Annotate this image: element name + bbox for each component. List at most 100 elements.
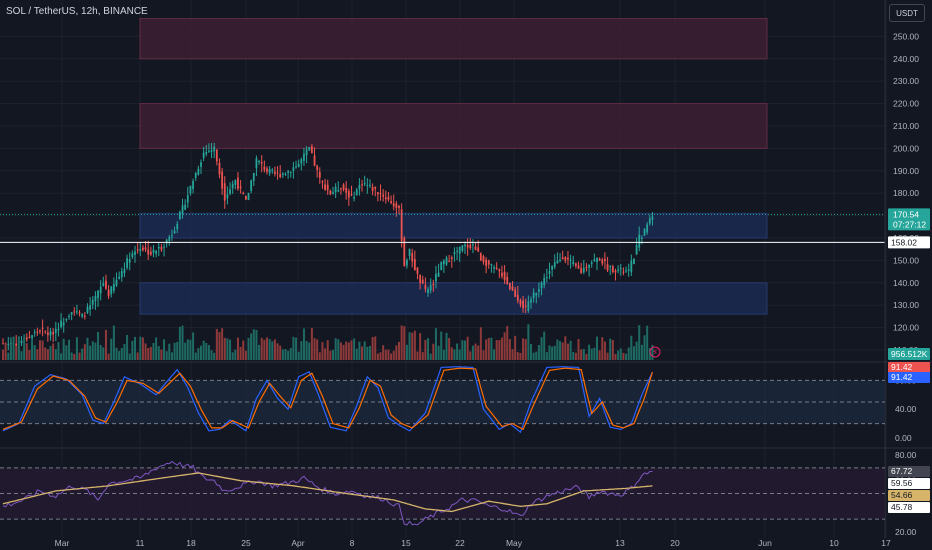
volume-bar	[625, 353, 628, 360]
volume-bar	[62, 338, 65, 360]
volume-bar	[120, 348, 123, 360]
volume-bar	[155, 337, 158, 360]
rsi-value-3: 45.78	[891, 502, 913, 512]
x-tick-label: 22	[455, 538, 465, 548]
volume-bar	[284, 349, 287, 360]
volume-bar	[445, 332, 448, 360]
candle	[643, 228, 646, 236]
volume-bar	[186, 339, 189, 360]
candle	[633, 258, 635, 265]
volume-bar	[310, 327, 313, 360]
volume-bar	[355, 348, 358, 360]
candle	[416, 267, 419, 274]
candle	[78, 312, 81, 314]
volume-bar	[236, 337, 239, 360]
rsi-value-1: 59.56	[891, 478, 913, 488]
rsi-value-0-bg	[888, 466, 930, 477]
volume-bar	[273, 339, 276, 360]
volume-bar	[363, 341, 366, 360]
candle	[556, 260, 559, 264]
candle	[68, 315, 70, 318]
candle	[440, 262, 443, 271]
candle	[519, 300, 522, 305]
candle	[46, 332, 49, 336]
candle	[171, 235, 173, 237]
candle	[300, 159, 303, 164]
candle	[221, 171, 224, 189]
candle	[252, 172, 255, 181]
candle	[97, 290, 99, 299]
volume-bar	[458, 349, 461, 360]
candle	[635, 245, 638, 255]
currency-button[interactable]: USDT	[889, 4, 925, 22]
candle	[128, 259, 131, 263]
rsi-line	[2, 460, 653, 526]
volume-bar	[97, 332, 100, 360]
volume-bar	[194, 352, 197, 360]
volume-bar	[569, 340, 572, 360]
candle	[498, 269, 501, 272]
candle	[493, 267, 495, 269]
candle	[532, 292, 535, 299]
volume-bar	[500, 337, 503, 360]
x-tick-label: 11	[136, 538, 145, 548]
candle	[477, 247, 480, 252]
volume-bar	[52, 343, 55, 360]
candle	[572, 261, 575, 265]
volume-bar	[588, 344, 591, 360]
candle	[651, 216, 654, 220]
volume-bar	[427, 338, 430, 360]
stoch-d-value-bg	[888, 362, 930, 373]
volume-bar	[648, 348, 651, 360]
candle	[474, 246, 477, 251]
candle	[593, 259, 596, 262]
candle	[244, 195, 247, 200]
volume-bar	[247, 337, 250, 360]
volume-bar	[70, 352, 73, 360]
volume-bar	[345, 341, 348, 360]
price-tick-label: 230.00	[893, 76, 919, 86]
volume-bar	[189, 339, 192, 360]
candle	[194, 172, 197, 178]
volume-bar	[477, 345, 480, 360]
volume-bar	[353, 338, 356, 360]
volume-bar	[516, 352, 519, 360]
volume-bar	[593, 347, 596, 360]
candle	[358, 184, 361, 189]
candle	[118, 276, 121, 279]
volume-bar	[376, 353, 379, 360]
candle	[202, 152, 205, 158]
zone-red-1	[139, 103, 768, 149]
candle	[535, 292, 538, 296]
candle	[501, 272, 503, 277]
candle	[25, 337, 28, 340]
volume-bar	[147, 347, 150, 360]
volume-bar	[239, 346, 242, 360]
x-tick-label: 8	[350, 538, 355, 548]
volume-bar	[44, 347, 47, 360]
candle	[7, 343, 10, 345]
volume-bar	[622, 352, 625, 360]
candle	[464, 244, 466, 247]
volume-bar	[429, 353, 432, 360]
volume-bar	[28, 349, 31, 360]
candle	[173, 230, 176, 234]
volume-bar	[368, 345, 371, 360]
candle	[625, 270, 627, 272]
candle	[247, 192, 250, 200]
volume-bar	[94, 342, 97, 360]
candle	[456, 250, 458, 252]
candle	[297, 163, 300, 167]
volume-bar	[585, 353, 588, 360]
candle	[361, 184, 363, 186]
volume-bar	[297, 351, 300, 360]
candle	[120, 271, 123, 278]
volume-bar	[524, 339, 527, 360]
volume-bar	[627, 347, 630, 360]
volume-bar	[384, 349, 387, 360]
candle	[239, 186, 242, 188]
candle	[308, 147, 311, 151]
volume-bar	[107, 353, 110, 360]
candle	[189, 185, 192, 194]
